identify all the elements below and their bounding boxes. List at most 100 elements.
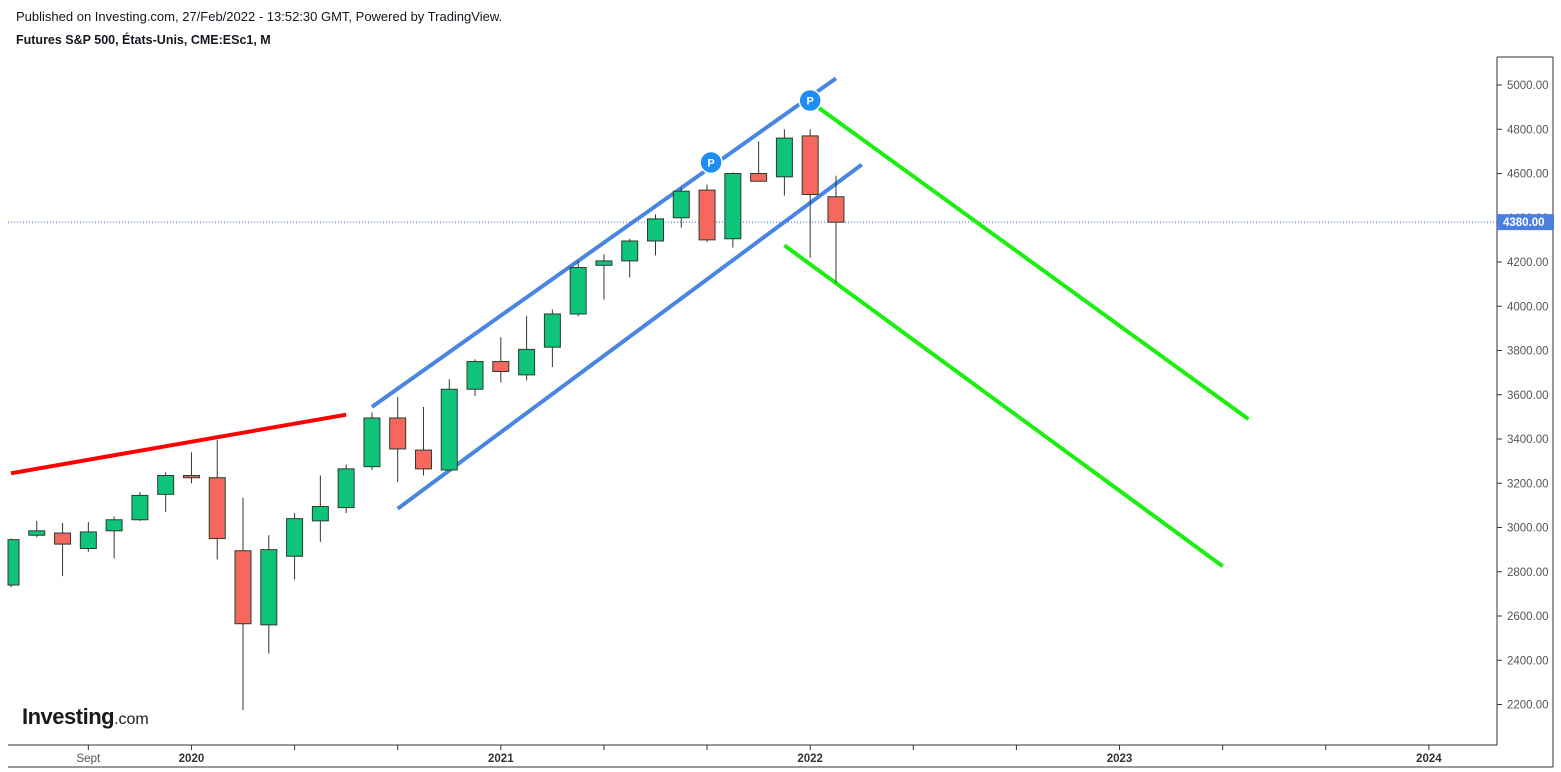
- projection-upper-line[interactable]: [809, 99, 1250, 421]
- candle-body-up: [569, 267, 587, 315]
- candle-body-up: [337, 468, 355, 509]
- candle: [363, 412, 381, 470]
- candle-body-up: [79, 531, 97, 550]
- candle-body-down: [182, 475, 200, 479]
- price-tick-label: 3800.00: [1507, 346, 1549, 358]
- projection-lower-line[interactable]: [783, 243, 1224, 568]
- price-tick-label: 4600.00: [1507, 169, 1549, 181]
- price-tick-label: 2200.00: [1507, 700, 1549, 712]
- candle: [724, 172, 742, 248]
- candles: [7, 129, 845, 711]
- candle: [7, 538, 20, 588]
- candle-body-up: [672, 190, 690, 219]
- current-price-badge-label: 4380.00: [1503, 217, 1545, 229]
- candle-body-down: [389, 417, 407, 450]
- candle-body-up: [260, 549, 278, 626]
- candle: [801, 129, 819, 258]
- candle: [440, 379, 458, 472]
- time-tick-label: 2020: [179, 753, 205, 765]
- candle: [260, 535, 278, 654]
- price-tick-label: 2800.00: [1507, 567, 1549, 579]
- candle: [775, 129, 793, 196]
- candle: [466, 359, 484, 396]
- price-tick-label: 2400.00: [1507, 655, 1549, 667]
- candle-body-up: [595, 260, 613, 266]
- candle: [105, 516, 123, 559]
- price-tick-label: 3600.00: [1507, 390, 1549, 402]
- price-tick-label: 3200.00: [1507, 478, 1549, 490]
- candle: [79, 521, 97, 552]
- time-tick-label: Sept: [77, 753, 101, 765]
- candle: [492, 337, 510, 383]
- candle-body-up: [440, 388, 458, 471]
- candle: [208, 440, 226, 560]
- time-tick-label: 2021: [488, 753, 514, 765]
- investing-logo: Investing.com: [22, 704, 149, 730]
- candle: [750, 141, 768, 182]
- candle-body-down: [801, 135, 819, 196]
- candle: [311, 475, 329, 542]
- pivot-marker[interactable]: P: [699, 150, 723, 175]
- candle-body-up: [466, 361, 484, 390]
- current-price-badge: 4380.00: [1497, 214, 1554, 231]
- candle: [286, 513, 304, 580]
- candle: [414, 406, 432, 476]
- trendlines[interactable]: [10, 76, 1250, 568]
- pivot-marker[interactable]: P: [798, 88, 822, 113]
- candle-body-down: [492, 361, 510, 373]
- candle-body-up: [647, 218, 664, 242]
- resistance-line[interactable]: [10, 412, 347, 476]
- candle: [647, 214, 664, 256]
- published-line: Published on Investing.com, 27/Feb/2022 …: [16, 9, 503, 24]
- candle: [28, 520, 46, 538]
- candle: [157, 472, 175, 513]
- candle: [54, 523, 72, 577]
- candle: [827, 175, 845, 284]
- candle: [672, 187, 690, 228]
- logo-suffix: .com: [114, 711, 149, 728]
- candle: [543, 309, 561, 368]
- candle-body-up: [363, 417, 381, 468]
- pivot-markers[interactable]: PP: [699, 88, 822, 175]
- pivot-label: P: [707, 157, 714, 169]
- candle-body-down: [414, 449, 432, 470]
- time-tick-label: 2023: [1107, 753, 1133, 765]
- price-tick-label: 4800.00: [1507, 124, 1549, 136]
- instrument-title: Futures S&P 500, États-Unis, CME:ESc1, M: [16, 33, 271, 47]
- price-axis: 5000.004800.004600.004400.004200.004000.…: [1497, 80, 1549, 712]
- candle-body-down: [750, 173, 768, 182]
- candle-body-down: [827, 196, 845, 223]
- channel-lower-line[interactable]: [396, 163, 863, 511]
- candle-body-up: [311, 505, 329, 522]
- price-tick-label: 2600.00: [1507, 611, 1549, 623]
- current-price-badge-bg: [1497, 214, 1554, 231]
- candle: [389, 396, 407, 483]
- price-tick-label: 5000.00: [1507, 80, 1549, 92]
- candle: [337, 464, 355, 514]
- time-axis: Sept 2020 2021 2022 2023 2024: [77, 745, 1442, 765]
- channel-upper-line[interactable]: [370, 76, 838, 409]
- candle-body-up: [724, 173, 742, 240]
- candle: [595, 254, 613, 300]
- candle-body-up: [775, 137, 793, 178]
- candle-body-up: [286, 518, 304, 557]
- candle-body-up: [131, 494, 149, 521]
- pivot-circle[interactable]: [699, 150, 723, 175]
- candle: [131, 492, 149, 521]
- candle-body-up: [518, 348, 536, 376]
- candle: [518, 316, 536, 381]
- candle: [234, 497, 252, 711]
- logo-brand: Investing: [22, 704, 115, 729]
- time-tick-label: 2022: [797, 753, 823, 765]
- candle-body-down: [234, 550, 252, 625]
- candle-body-down: [208, 477, 226, 540]
- pivot-label: P: [807, 95, 814, 107]
- candle: [621, 238, 639, 278]
- candle-body-up: [157, 475, 175, 495]
- candle-body-up: [105, 519, 123, 532]
- price-tick-label: 3000.00: [1507, 523, 1549, 535]
- pivot-circle[interactable]: [798, 88, 822, 113]
- candle-body-down: [54, 532, 72, 545]
- price-tick-label: 4200.00: [1507, 257, 1549, 269]
